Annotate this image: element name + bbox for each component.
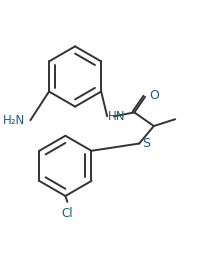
Text: H₂N: H₂N — [3, 114, 26, 127]
Text: O: O — [149, 89, 159, 102]
Text: HN: HN — [108, 110, 126, 123]
Text: Cl: Cl — [62, 207, 73, 220]
Text: S: S — [142, 137, 150, 150]
